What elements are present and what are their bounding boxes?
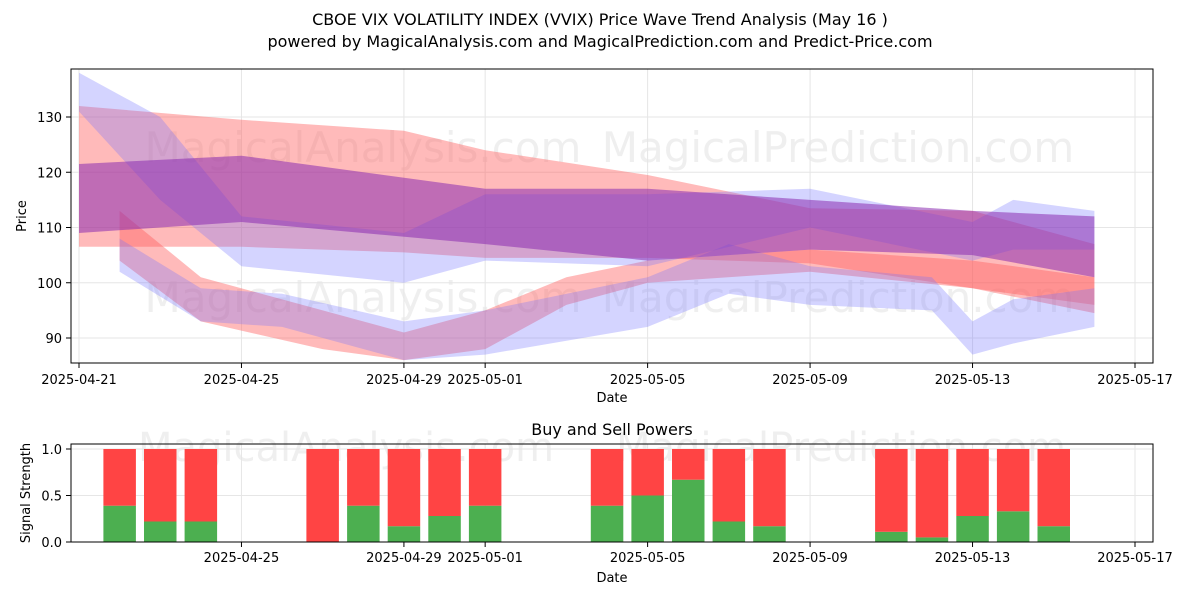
chart-title-line2: powered by MagicalAnalysis.com and Magic…: [267, 32, 933, 51]
buy-bar: [996, 511, 1030, 542]
signal-x-tick-label: 2025-05-09: [772, 551, 848, 566]
sell-bar: [1037, 449, 1070, 527]
signal-x-tick-label: 2025-05-17: [1097, 551, 1173, 566]
purple-trend-band: [79, 155, 1095, 278]
signal-y-tick-label: 0.0: [41, 536, 62, 551]
price-x-tick-label: 2025-05-17: [1097, 373, 1173, 388]
price-y-tick-label: 110: [37, 222, 62, 237]
price-x-tick-label: 2025-04-25: [204, 373, 280, 388]
watermark-analysis-mid: MagicalAnalysis.com: [145, 273, 582, 322]
signal-x-tick-label: 2025-05-01: [447, 551, 523, 566]
sell-bar: [347, 449, 380, 506]
watermark-prediction-top: MagicalPrediction.com: [602, 123, 1075, 172]
price-x-axis-label: Date: [596, 391, 627, 406]
signal-bars: [103, 449, 1070, 542]
price-x-tick-label: 2025-05-09: [772, 373, 848, 388]
buy-bar: [712, 521, 746, 542]
buy-bar: [428, 516, 461, 542]
price-wave-bands: [79, 72, 1095, 361]
sell-bar: [144, 449, 177, 522]
price-x-tick-label: 2025-04-21: [41, 373, 117, 388]
buy-bar: [468, 505, 502, 542]
price-y-tick-label: 120: [37, 166, 62, 181]
sell-bar: [306, 449, 339, 542]
sell-bar: [468, 449, 502, 506]
sell-bar: [184, 449, 218, 522]
price-x-tick-label: 2025-05-01: [447, 373, 523, 388]
buy-bar: [915, 537, 949, 542]
price-x-tick-label: 2025-05-13: [935, 373, 1011, 388]
buy-bar: [184, 521, 218, 542]
price-x-tick-label: 2025-05-05: [610, 373, 686, 388]
buy-bar: [387, 526, 421, 542]
signal-x-tick-label: 2025-04-29: [366, 551, 442, 566]
signal-x-ticks: 2025-04-25 2025-04-29 2025-05-01 2025-05-05…: [204, 542, 1173, 566]
price-y-tick-label: 100: [37, 277, 62, 292]
signal-x-tick-label: 2025-04-25: [204, 551, 280, 566]
sell-bar: [672, 449, 705, 480]
buy-sell-chart-title: Buy and Sell Powers: [531, 420, 693, 439]
signal-y-axis-label: Signal Strength: [19, 443, 34, 543]
signal-x-tick-label: 2025-05-13: [935, 551, 1011, 566]
price-x-tick-label: 2025-04-29: [366, 373, 442, 388]
sell-bar: [915, 449, 949, 538]
buy-bar: [590, 505, 624, 542]
blue-wave-lower: [119, 238, 1095, 361]
sell-bar: [996, 449, 1030, 512]
buy-bar: [347, 505, 380, 542]
price-y-ticks: 90 100 110 120 130: [37, 111, 71, 347]
price-y-axis-label: Price: [15, 200, 30, 232]
sell-bar: [875, 449, 908, 532]
buy-bar: [956, 516, 989, 542]
buy-bar: [631, 495, 664, 542]
chart-title-line1: CBOE VIX VOLATILITY INDEX (VVIX) Price W…: [312, 10, 888, 29]
buy-bar: [144, 521, 177, 542]
sell-bar: [631, 449, 664, 496]
price-x-ticks: 2025-04-21 2025-04-25 2025-04-29 2025-05-01…: [41, 363, 1173, 388]
sell-bar: [428, 449, 461, 516]
buy-bar: [672, 479, 705, 542]
signal-y-tick-label: 0.5: [41, 490, 62, 505]
price-y-tick-label: 90: [45, 332, 62, 347]
sell-bar: [712, 449, 746, 522]
signal-y-ticks: 0.0 0.5 1.0: [41, 443, 71, 551]
signal-plot-frame: [70, 443, 1154, 543]
sell-bar: [956, 449, 989, 516]
signal-y-tick-label: 1.0: [41, 443, 62, 458]
sell-bar: [387, 449, 421, 527]
signal-x-tick-label: 2025-05-05: [610, 551, 686, 566]
watermark-prediction-mid: MagicalPrediction.com: [602, 273, 1075, 322]
sell-bar: [103, 449, 136, 506]
price-y-tick-label: 130: [37, 111, 62, 126]
price-plot-frame: [70, 68, 1154, 364]
sell-bar: [590, 449, 624, 506]
buy-bar: [1037, 526, 1070, 542]
buy-bar: [875, 531, 908, 542]
signal-x-axis-label: Date: [596, 571, 627, 586]
buy-bar: [753, 526, 786, 542]
red-wave-lower-band: [119, 210, 1095, 361]
sell-bar: [753, 449, 786, 527]
buy-bar: [103, 505, 136, 542]
